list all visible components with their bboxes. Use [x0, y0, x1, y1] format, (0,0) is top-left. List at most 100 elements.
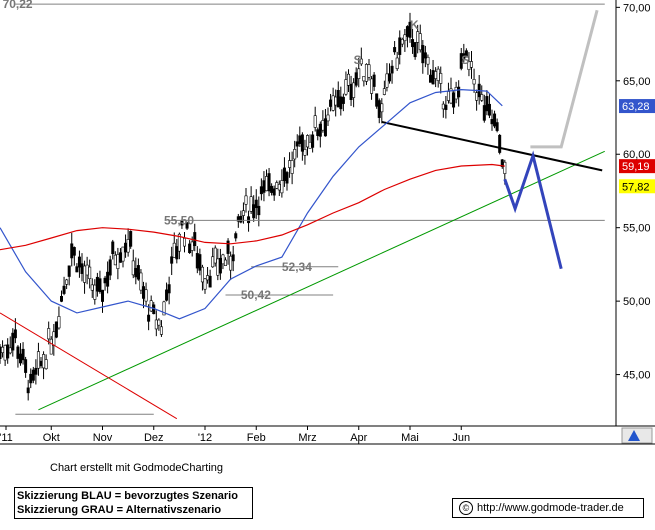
price-label-box: [619, 159, 655, 174]
candle-body: [206, 275, 210, 281]
candle-body: [121, 246, 125, 262]
candle-body: [231, 254, 235, 262]
candle-body: [54, 321, 58, 338]
candle-body: [331, 95, 335, 111]
candle-body: [288, 160, 292, 168]
candle-body: [487, 103, 491, 116]
candle-body: [203, 278, 207, 290]
candle-body: [106, 271, 110, 287]
candle-body: [282, 167, 286, 181]
downtrend-trend-line: [0, 312, 178, 420]
x-tick-label: Mrz: [298, 432, 316, 444]
candle-body: [75, 266, 79, 273]
candle-body: [387, 73, 391, 82]
ma-blue-line: [0, 88, 503, 320]
candle-body: [213, 247, 217, 264]
candle-body: [270, 185, 274, 193]
candle-body: [136, 265, 140, 280]
candle-body: [116, 254, 120, 269]
candle-body: [252, 204, 256, 219]
x-tick-label: Apr: [350, 432, 367, 444]
candle-body: [188, 243, 192, 254]
candle-body: [405, 26, 409, 37]
candle-body: [326, 114, 330, 122]
candle-body: [454, 87, 458, 100]
candle-body: [334, 96, 338, 106]
candle-body: [318, 123, 322, 137]
candle-body: [390, 65, 394, 74]
candle-body: [90, 284, 94, 291]
candle-body: [316, 129, 320, 136]
candle-body: [344, 79, 348, 95]
copyright-url[interactable]: http://www.godmode-trader.de: [477, 502, 624, 514]
candle-body: [85, 264, 89, 276]
candle-body: [446, 91, 450, 101]
candle-body: [498, 134, 502, 153]
candle-body: [31, 369, 35, 381]
candle-body: [36, 351, 40, 369]
candle-body: [503, 161, 507, 174]
candle-body: [472, 79, 476, 85]
candle-body: [47, 328, 51, 340]
candle-body: [103, 277, 107, 284]
candle-body: [385, 73, 389, 88]
candle-body: [475, 92, 479, 101]
candle-body: [67, 265, 71, 277]
candle-body: [88, 266, 92, 279]
candle-body: [101, 289, 105, 302]
candle-body: [216, 258, 220, 276]
candle-body: [129, 231, 133, 247]
candle-body: [329, 99, 333, 107]
x-tick-label: Dez: [144, 432, 164, 444]
candle-body: [375, 93, 379, 107]
candle-body: [139, 272, 143, 291]
candle-body: [118, 252, 122, 263]
candle-body: [83, 265, 87, 283]
candle-body: [134, 268, 138, 278]
candle-body: [428, 74, 432, 83]
candle-body: [436, 68, 440, 81]
candle-body: [77, 256, 81, 268]
chart-annotation: S: [461, 53, 469, 67]
candle-body: [234, 233, 238, 239]
candle-body: [241, 210, 245, 216]
candle-body: [93, 284, 97, 300]
candle-body: [39, 360, 43, 367]
candle-body: [157, 319, 161, 326]
candle-body: [159, 326, 163, 335]
candle-body: [249, 196, 253, 212]
candle-body: [154, 319, 158, 330]
candle-body: [367, 64, 371, 78]
candle-body: [395, 57, 399, 69]
price-label-text: 63,28: [622, 101, 650, 113]
candle-body: [26, 387, 30, 394]
price-label-text: 57,82: [622, 181, 650, 193]
candle-body: [16, 346, 20, 359]
chart-annotation: K: [410, 18, 419, 32]
candle-body: [211, 256, 215, 268]
legend-blue: Skizzierung BLAU = bevorzugtes Szenario: [17, 490, 238, 502]
candle-body: [398, 37, 402, 55]
legend-grey: Skizzierung GRAU = Alternativszenario: [17, 504, 222, 516]
candle-body: [380, 103, 384, 113]
candle-body: [52, 331, 56, 346]
candle-body: [352, 82, 356, 98]
candle-body: [280, 180, 284, 194]
chart-annotation: 52,34: [282, 260, 312, 274]
candle-body: [457, 86, 461, 98]
candle-body: [257, 205, 261, 216]
candle-body: [372, 74, 376, 87]
candle-body: [275, 182, 279, 189]
candle-body: [3, 345, 7, 361]
y-tick-label: 70,00: [623, 2, 651, 14]
chart-annotation: S: [354, 53, 362, 67]
candle-body: [149, 300, 153, 312]
candle-body: [34, 367, 38, 375]
candle-body: [108, 259, 112, 276]
candle-body: [175, 246, 179, 260]
candle-body: [377, 100, 381, 118]
candle-body: [190, 241, 194, 251]
candle-body: [13, 329, 17, 339]
draw-tool-icon[interactable]: [621, 427, 653, 444]
candle-body: [185, 222, 189, 229]
